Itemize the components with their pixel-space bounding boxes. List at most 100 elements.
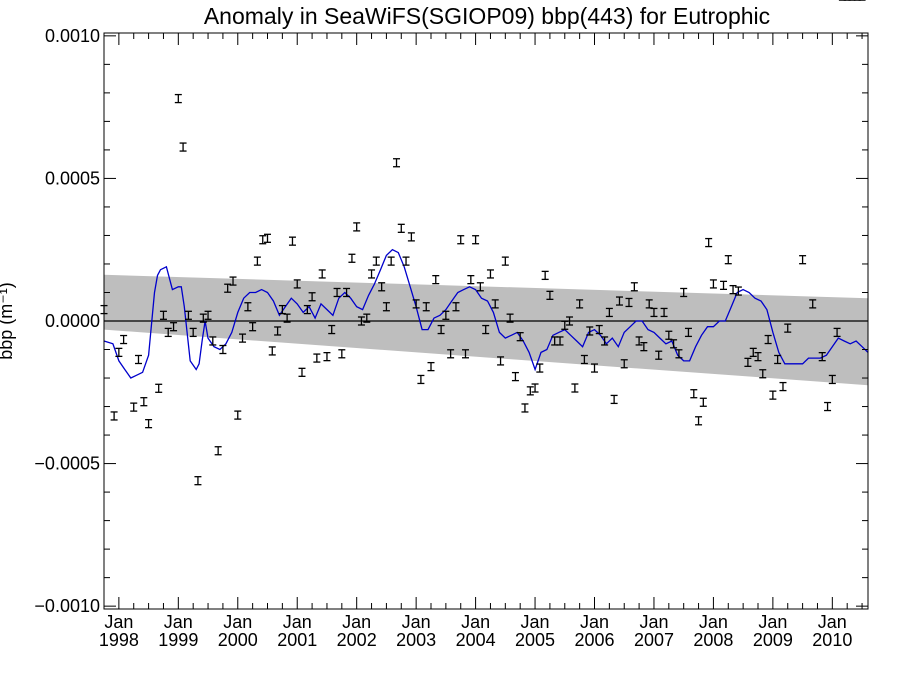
data-point <box>427 361 435 372</box>
chart-title: Anomaly in SeaWiFS(SGIOP09) bbp(443) for… <box>204 3 770 29</box>
data-point <box>625 297 633 308</box>
data-point <box>130 402 138 412</box>
data-point <box>709 279 717 289</box>
data-point <box>809 299 817 309</box>
x-tick-year-label: 1999 <box>158 630 198 650</box>
data-point <box>239 333 247 343</box>
x-tick-year-label: 2008 <box>693 630 733 650</box>
data-point <box>660 307 668 318</box>
data-point <box>159 310 167 320</box>
data-point <box>675 349 683 359</box>
data-point <box>407 232 415 242</box>
data-point <box>541 270 549 281</box>
x-tick-year-label: 2003 <box>396 630 436 650</box>
data-point <box>655 350 663 360</box>
data-point <box>353 222 361 232</box>
data-point <box>452 302 460 312</box>
data-point <box>422 302 430 312</box>
x-tick-month-label: Jan <box>342 612 371 632</box>
data-point <box>199 313 207 323</box>
data-point <box>447 349 455 359</box>
data-point <box>690 389 698 399</box>
data-point <box>293 279 301 289</box>
data-point <box>437 324 445 335</box>
axes-layer: 0.00100.00050.0000−0.0005−0.0010Jan1998J… <box>34 26 869 650</box>
data-point <box>601 336 609 346</box>
x-tick-month-label: Jan <box>699 612 728 632</box>
data-point <box>397 223 405 233</box>
data-point <box>214 446 222 456</box>
data-point <box>695 416 703 426</box>
x-tick-year-label: 2007 <box>634 630 674 650</box>
data-point <box>412 299 420 309</box>
data-point <box>184 310 192 320</box>
x-tick-year-label: 2004 <box>456 630 496 650</box>
data-point <box>145 419 153 429</box>
data-point <box>308 292 316 302</box>
data-point <box>229 276 237 286</box>
data-point <box>769 390 777 400</box>
data-point <box>571 383 579 393</box>
data-point <box>259 235 267 245</box>
data-point <box>268 346 276 356</box>
data-point <box>174 93 182 104</box>
data-point <box>486 269 494 279</box>
x-tick-year-label: 1998 <box>99 630 139 650</box>
data-point <box>744 357 752 367</box>
data-point <box>779 381 787 392</box>
x-tick-year-label: 2006 <box>574 630 614 650</box>
x-tick-month-label: Jan <box>461 612 490 632</box>
data-point <box>318 269 326 279</box>
data-point <box>134 354 142 365</box>
data-point <box>194 476 202 486</box>
x-tick-year-label: 2010 <box>812 630 852 650</box>
data-point <box>467 275 475 285</box>
data-point <box>511 371 519 382</box>
data-point <box>506 313 514 323</box>
data-point <box>224 283 232 293</box>
x-tick-month-label: Jan <box>283 612 312 632</box>
data-point <box>288 236 296 246</box>
data-point <box>734 286 742 296</box>
data-point <box>283 313 291 323</box>
y-tick-label: 0.0000 <box>45 311 100 331</box>
x-tick-month-label: Jan <box>402 612 431 632</box>
y-tick-label: −0.0010 <box>34 596 100 616</box>
data-point <box>432 275 440 285</box>
data-point <box>759 369 767 379</box>
data-point <box>640 342 648 352</box>
y-tick-label: 0.0010 <box>45 26 100 46</box>
data-point <box>368 269 376 279</box>
data-point <box>382 302 390 312</box>
x-tick-month-label: Jan <box>164 612 193 632</box>
data-point <box>749 347 757 358</box>
data-point <box>828 374 836 385</box>
data-point <box>249 322 257 332</box>
x-tick-month-label: Jan <box>639 612 668 632</box>
data-point <box>482 324 490 335</box>
data-point <box>274 326 282 336</box>
data-point <box>387 256 395 266</box>
data-point <box>372 256 380 266</box>
data-point <box>170 322 178 332</box>
data-points-layer <box>100 0 866 486</box>
y-tick-label: 0.0005 <box>45 168 100 188</box>
data-point <box>680 287 688 298</box>
data-point <box>561 320 569 330</box>
smooth-line <box>103 248 869 379</box>
data-point <box>333 287 341 298</box>
data-point <box>521 403 529 413</box>
data-point <box>605 307 613 318</box>
data-point <box>253 256 261 266</box>
data-point <box>705 237 713 248</box>
x-tick-month-label: Jan <box>223 612 252 632</box>
data-point <box>140 397 148 407</box>
data-point <box>402 256 410 266</box>
data-point <box>576 299 584 309</box>
x-tick-month-label: Jan <box>818 612 847 632</box>
data-point <box>754 351 762 362</box>
data-point <box>313 353 321 363</box>
data-point <box>799 255 807 265</box>
data-point <box>457 235 465 245</box>
